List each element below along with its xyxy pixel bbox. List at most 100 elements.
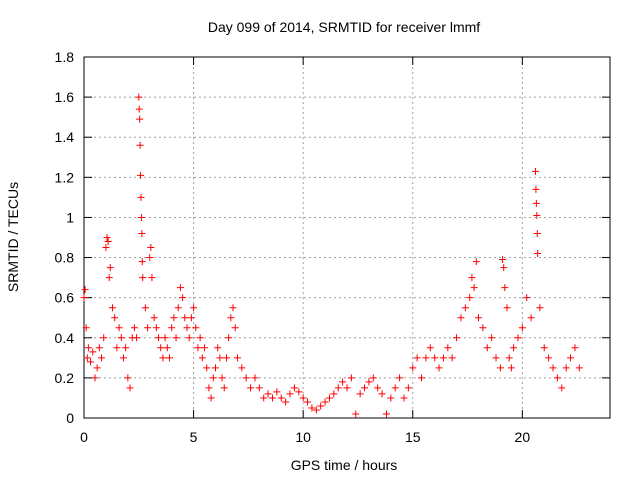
data-point <box>104 238 112 246</box>
data-point <box>179 294 187 302</box>
data-point <box>135 105 143 113</box>
data-point <box>83 354 91 362</box>
data-point <box>205 384 213 392</box>
data-point <box>185 334 193 342</box>
data-point <box>286 390 294 398</box>
data-point <box>558 384 566 392</box>
data-point <box>231 324 239 332</box>
data-point <box>122 344 130 352</box>
data-point <box>229 304 237 312</box>
x-tick-label: 10 <box>295 429 311 445</box>
data-point <box>165 354 173 362</box>
data-point <box>304 398 312 406</box>
data-point <box>523 294 531 302</box>
data-point <box>575 364 583 372</box>
data-point <box>100 334 108 342</box>
data-point <box>510 344 518 352</box>
data-point <box>84 344 92 352</box>
data-point <box>472 258 480 266</box>
chart-title: Day 099 of 2014, SRMTID for receiver lmm… <box>208 19 480 35</box>
data-point <box>190 304 198 312</box>
data-point <box>500 264 508 272</box>
data-point <box>264 390 272 398</box>
data-point <box>439 354 447 362</box>
data-point <box>80 294 88 302</box>
data-point <box>172 334 180 342</box>
data-point <box>196 334 204 342</box>
data-point <box>108 304 116 312</box>
data-point <box>533 229 541 237</box>
y-tick-label: 0.6 <box>55 290 75 306</box>
data-point <box>105 274 113 282</box>
data-point <box>483 344 491 352</box>
data-point <box>404 384 412 392</box>
y-axis-label: SRMTID / TECUs <box>5 182 21 292</box>
data-point <box>431 354 439 362</box>
data-point <box>470 284 478 292</box>
data-point <box>87 358 95 366</box>
y-tick-label: 1.2 <box>55 169 75 185</box>
data-point <box>532 185 540 193</box>
data-point <box>343 384 351 392</box>
data-point <box>426 344 434 352</box>
data-point <box>124 374 132 382</box>
data-point <box>115 324 123 332</box>
x-tick-label: 5 <box>190 429 198 445</box>
data-point <box>89 348 97 356</box>
data-point <box>277 394 285 402</box>
data-point <box>295 388 303 396</box>
data-point <box>352 410 360 418</box>
data-point <box>347 374 355 382</box>
data-point <box>273 388 281 396</box>
data-point <box>374 384 382 392</box>
data-point <box>317 402 325 410</box>
data-point <box>457 314 465 322</box>
data-point <box>545 354 553 362</box>
data-point <box>163 344 171 352</box>
data-point <box>82 324 90 332</box>
data-point <box>227 314 235 322</box>
data-point <box>220 384 228 392</box>
data-point <box>133 334 141 342</box>
data-point <box>155 334 163 342</box>
data-point <box>418 374 426 382</box>
data-point <box>157 344 165 352</box>
data-point <box>98 354 106 362</box>
data-point <box>216 354 224 362</box>
data-point <box>212 364 219 372</box>
grid-lines <box>84 57 610 418</box>
y-tick-label: 0.4 <box>55 330 75 346</box>
data-point <box>152 324 160 332</box>
data-point <box>136 141 144 149</box>
data-point <box>413 354 421 362</box>
data-point <box>507 364 515 372</box>
data-point <box>466 294 474 302</box>
data-point <box>518 324 526 332</box>
data-point <box>126 384 134 392</box>
data-point <box>378 390 386 398</box>
data-point <box>251 374 259 382</box>
data-point <box>170 314 178 322</box>
data-point <box>325 394 333 402</box>
data-point <box>435 364 443 372</box>
data-point <box>475 314 482 322</box>
data-point <box>81 286 89 294</box>
data-point <box>113 344 121 352</box>
data-point <box>194 344 202 352</box>
data-point <box>396 374 404 382</box>
data-point <box>106 264 114 272</box>
data-point <box>192 324 200 332</box>
data-point <box>409 364 417 372</box>
data-point <box>571 344 579 352</box>
y-tick-label: 1 <box>66 209 74 225</box>
data-point <box>299 394 307 402</box>
data-point <box>505 354 513 362</box>
data-point <box>138 229 146 237</box>
data-point <box>137 193 145 201</box>
data-point <box>527 314 535 322</box>
data-point <box>136 115 144 123</box>
data-point <box>187 314 195 322</box>
data-point <box>146 254 154 262</box>
data-point <box>312 406 320 414</box>
data-point <box>174 304 182 312</box>
